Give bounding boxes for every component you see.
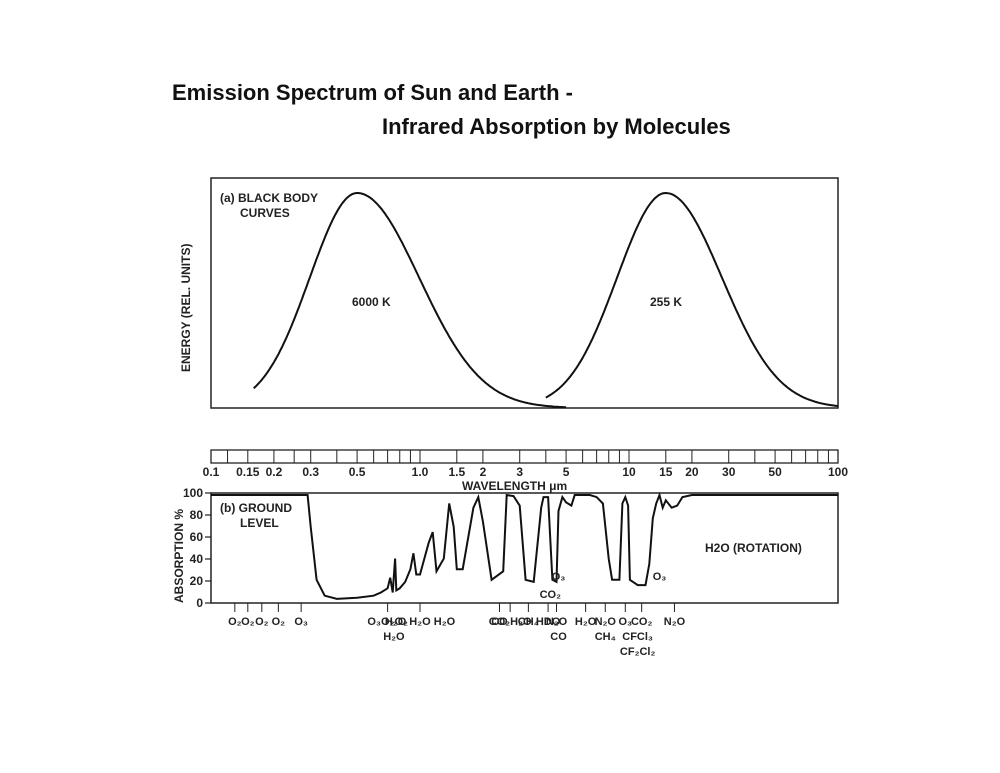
x-tick-label: 1.0 [412,465,429,479]
molecule-label: H₂O [575,616,597,628]
molecule-label: CO₂H₂O [489,616,532,628]
molecule-label: H₂O [383,631,405,643]
x-tick-label: 100 [828,465,848,479]
y-tick-label: 40 [190,552,204,566]
molecule-label: O₃ [552,571,566,583]
ruler-bar [210,449,839,464]
molecule-label: N₂O [546,616,568,628]
y-tick-label: 100 [183,486,203,500]
x-tick-label: 2 [480,465,487,479]
molecule-label: CO₂ [540,589,562,601]
series-6000k-label: 6000 K [352,295,391,309]
x-tick-label: 50 [768,465,782,479]
panel-a-frame [210,177,839,409]
x-tick-label: 10 [622,465,636,479]
molecule-label: O₂ [228,616,242,628]
molecule-label: O₃O₂O₂ [367,616,408,628]
x-tick-label: 0.5 [349,465,366,479]
molecule-label: O₃ [653,571,667,583]
molecule-label: O₃ [618,616,632,628]
molecule-label: CFCl₃ [622,631,653,643]
h2o-rotation-annotation: H2O (ROTATION) [705,541,802,555]
y-tick-label: 80 [190,508,204,522]
panel-b-frame [210,492,839,604]
y-tick-label: 60 [190,530,204,544]
molecule-label: CO₂ [631,616,653,628]
xaxis-label: WAVELENGTH μm [462,479,567,493]
molecule-label: CF₂Cl₂ [620,646,656,658]
absorption-yticks: 100 80 60 40 20 0 [183,486,211,610]
wavelength-tick-labels: 0.1 0.15 0.2 0.3 0.5 1.0 1.5 2 3 5 10 15 20 30 50 100 [203,465,849,479]
absorption-curve [211,491,838,600]
panel-b-label: (b) GROUND [220,501,292,515]
title-line-2: Infrared Absorption by Molecules [382,114,731,139]
x-tick-label: 20 [685,465,699,479]
molecule-label: CO [550,631,567,643]
molecule-label: O₂ [241,616,255,628]
molecule-label: CH₄ [518,616,539,628]
molecule-label: O₃ [294,616,308,628]
molecule-label: CO [491,616,508,628]
x-tick-label: 0.15 [236,465,260,479]
molecule-label: HDO [536,616,561,628]
molecule-label: N₂O [595,616,617,628]
molecule-label: CH₄ [595,631,616,643]
wavelength-ruler [210,449,839,464]
series-255k-curve [545,191,839,407]
x-tick-label: 0.2 [266,465,283,479]
title-line-1: Emission Spectrum of Sun and Earth - [172,80,573,105]
panel-b-label-2: LEVEL [240,516,279,530]
molecule-label: O₂ [272,616,286,628]
x-tick-label: 0.1 [203,465,220,479]
x-tick-label: 5 [563,465,570,479]
y-tick-label: 20 [190,574,204,588]
y-tick-label: 0 [196,596,203,610]
series-6000k-curve [253,192,567,409]
x-tick-label: 15 [659,465,673,479]
molecule-label: O₂ [255,616,269,628]
x-tick-label: 3 [516,465,523,479]
panel-a-label-2: CURVES [240,206,290,220]
series-255k-label: 255 K [650,295,682,309]
x-tick-label: 30 [722,465,736,479]
panel-a-ylabel: ENERGY (REL. UNITS) [179,244,193,372]
panel-a-label: (a) BLACK BODY [220,191,318,205]
x-tick-label: 1.5 [448,465,465,479]
x-tick-label: 0.3 [302,465,319,479]
molecule-label: N₂O [664,616,686,628]
panel-b-ylabel: ABSORPTION % [172,509,186,603]
molecule-label: H₂O H₂O H₂O [385,616,456,628]
